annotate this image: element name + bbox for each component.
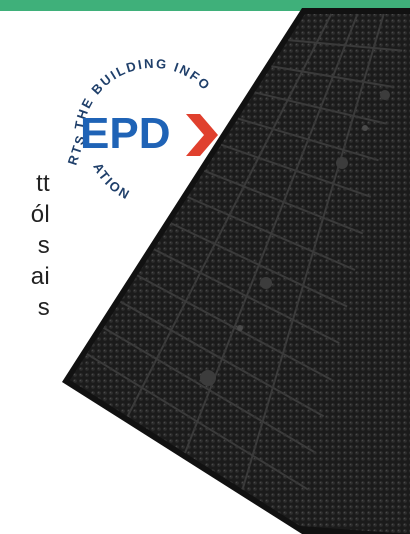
mat-grid-line xyxy=(220,143,372,198)
epd-logo-text: EPD xyxy=(80,109,170,158)
mat-grid-line xyxy=(203,169,364,235)
mat-grid-line xyxy=(288,39,403,52)
text-fragment-2: ól xyxy=(30,201,50,228)
mat-surface xyxy=(70,14,410,534)
mat-grid-line xyxy=(86,353,309,491)
mat-grid-line xyxy=(170,222,348,308)
text-fragment-4: ai xyxy=(30,263,50,290)
cropped-body-text: tt ól s ai s xyxy=(31,168,50,323)
chevron-right-icon xyxy=(186,114,218,156)
mat-grid-line xyxy=(271,65,395,89)
text-fragment-1: tt xyxy=(36,170,50,197)
mat-grid-line xyxy=(187,196,356,271)
top-accent-bar xyxy=(0,0,410,11)
mat-grid-line xyxy=(136,274,332,381)
mat-grid-line xyxy=(153,248,340,345)
mat-grid-line xyxy=(237,117,379,162)
text-fragment-5: s xyxy=(37,294,50,321)
mat-grid-line xyxy=(119,300,325,418)
mat-grid-line xyxy=(254,91,387,125)
mat-grid-line xyxy=(103,326,317,454)
text-fragment-3: s xyxy=(37,232,50,259)
mat-drain-holes xyxy=(200,90,390,386)
